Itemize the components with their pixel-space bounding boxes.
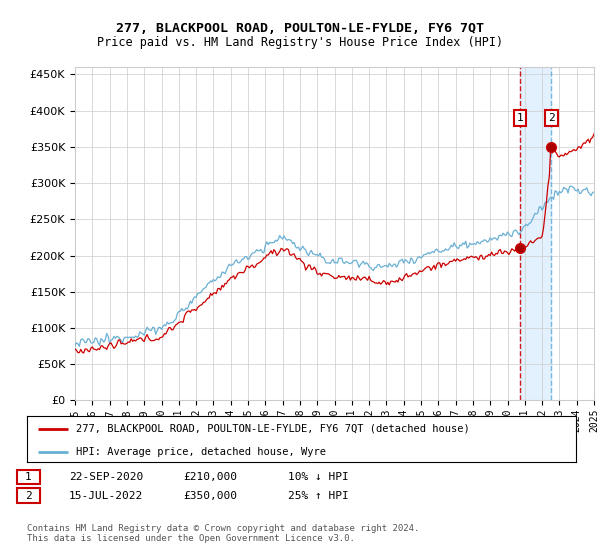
Text: HPI: Average price, detached house, Wyre: HPI: Average price, detached house, Wyre — [76, 447, 326, 457]
Text: Price paid vs. HM Land Registry's House Price Index (HPI): Price paid vs. HM Land Registry's House … — [97, 36, 503, 49]
Text: 2: 2 — [548, 113, 555, 123]
Text: £350,000: £350,000 — [183, 491, 237, 501]
Text: 22-SEP-2020: 22-SEP-2020 — [69, 472, 143, 482]
Text: 277, BLACKPOOL ROAD, POULTON-LE-FYLDE, FY6 7QT (detached house): 277, BLACKPOOL ROAD, POULTON-LE-FYLDE, F… — [76, 424, 470, 434]
Text: 277, BLACKPOOL ROAD, POULTON-LE-FYLDE, FY6 7QT: 277, BLACKPOOL ROAD, POULTON-LE-FYLDE, F… — [116, 22, 484, 35]
Text: £210,000: £210,000 — [183, 472, 237, 482]
Text: 25% ↑ HPI: 25% ↑ HPI — [288, 491, 349, 501]
Text: 15-JUL-2022: 15-JUL-2022 — [69, 491, 143, 501]
Text: 10% ↓ HPI: 10% ↓ HPI — [288, 472, 349, 482]
Text: Contains HM Land Registry data © Crown copyright and database right 2024.
This d: Contains HM Land Registry data © Crown c… — [27, 524, 419, 543]
Text: 1: 1 — [25, 472, 32, 482]
Text: 1: 1 — [517, 113, 523, 123]
Bar — [520, 67, 551, 400]
Text: 2: 2 — [25, 491, 32, 501]
